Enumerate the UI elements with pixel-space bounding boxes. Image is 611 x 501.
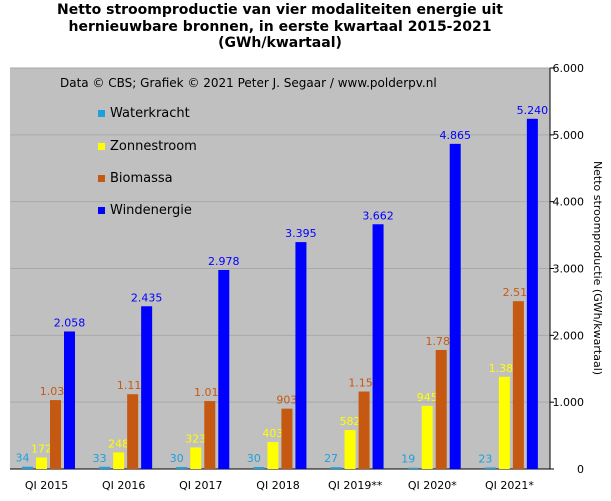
data-label-windenergie-5: 4.865 (439, 129, 471, 142)
legend-swatch-biomassa (98, 175, 105, 182)
y-tick-label: 0 (577, 463, 584, 476)
data-label-waterkracht-4: 27 (324, 452, 338, 465)
data-label-waterkracht-0: 34 (16, 452, 30, 465)
data-label-zonnestroom-2: 323 (185, 432, 206, 445)
x-tick-label: QI 2017 (179, 479, 222, 492)
data-label-waterkracht-6: 23 (478, 452, 492, 465)
x-tick-label: QI 2019** (328, 479, 383, 492)
bar-biomassa-1 (127, 394, 139, 469)
bar-waterkracht-2 (176, 466, 188, 469)
bar-zonnestroom-1 (113, 452, 125, 469)
bar-zonnestroom-6 (498, 376, 510, 469)
y-tick-label: 6.000 (553, 62, 585, 75)
bar-windenergie-2 (218, 269, 230, 469)
data-label-windenergie-1: 2.435 (131, 291, 163, 304)
bar-biomassa-3 (281, 408, 293, 469)
data-label-biomassa-4: 1.159 (348, 377, 380, 390)
data-label-biomassa-1: 1.119 (117, 379, 149, 392)
legend-swatch-waterkracht (98, 110, 105, 117)
bar-zonnestroom-5 (421, 405, 433, 469)
data-label-waterkracht-2: 30 (170, 452, 184, 465)
legend-label-zonnestroom: Zonnestroom (110, 139, 197, 154)
y-tick-label: 5.000 (553, 129, 585, 142)
chart-title-line-2: hernieuwbare bronnen, in eerste kwartaal… (68, 18, 492, 35)
bar-biomassa-4 (358, 391, 370, 469)
bar-waterkracht-4 (330, 467, 342, 469)
x-tick-label: QI 2021* (485, 479, 534, 492)
data-label-biomassa-5: 1.781 (425, 335, 457, 348)
x-tick-label: QI 2016 (102, 479, 145, 492)
bar-zonnestroom-2 (190, 447, 202, 469)
bar-waterkracht-1 (99, 466, 111, 469)
data-label-biomassa-0: 1.031 (40, 385, 72, 398)
y-tick-label: 3.000 (553, 263, 585, 276)
bar-waterkracht-5 (407, 467, 419, 469)
bar-biomassa-2 (204, 401, 216, 469)
chart-credit: Data © CBS; Grafiek © 2021 Peter J. Sega… (60, 76, 437, 90)
bar-windenergie-4 (372, 224, 384, 469)
data-label-windenergie-6: 5.240 (517, 104, 549, 117)
data-label-windenergie-2: 2.978 (208, 255, 240, 268)
data-label-windenergie-4: 3.662 (362, 209, 394, 222)
x-tick-label: QI 2015 (25, 479, 68, 492)
y-axis-title: Netto stroomproductie (GWh/kwartaal) (591, 161, 604, 375)
y-tick-label: 4.000 (553, 196, 585, 209)
data-label-waterkracht-1: 33 (93, 452, 107, 465)
chart-title: Netto stroomproductie van vier modalitei… (0, 2, 560, 52)
chart-title-line-3: (GWh/kwartaal) (218, 35, 342, 51)
data-label-zonnestroom-5: 945 (417, 391, 438, 404)
bar-zonnestroom-4 (344, 430, 356, 469)
data-label-zonnestroom-0: 172 (31, 443, 52, 456)
chart-title-line-1: Netto stroomproductie van vier modalitei… (57, 2, 503, 18)
bar-windenergie-0 (64, 331, 75, 469)
data-label-windenergie-0: 2.058 (54, 316, 86, 329)
bar-windenergie-5 (449, 143, 461, 469)
bar-biomassa-5 (435, 349, 447, 469)
data-label-biomassa-2: 1.017 (194, 386, 226, 399)
data-label-biomassa-3: 903 (276, 394, 297, 407)
legend-label-waterkracht: Waterkracht (110, 106, 190, 121)
bar-biomassa-0 (50, 400, 61, 469)
bar-zonnestroom-0 (36, 457, 47, 469)
x-tick-label: QI 2020* (408, 479, 457, 492)
legend-swatch-zonnestroom (98, 143, 105, 150)
legend-label-biomassa: Biomassa (110, 171, 173, 186)
data-label-biomassa-6: 2.511 (503, 286, 535, 299)
legend-swatch-windenergie (98, 207, 105, 214)
data-label-waterkracht-5: 19 (401, 453, 415, 466)
data-label-waterkracht-3: 30 (247, 452, 261, 465)
bar-windenergie-1 (141, 306, 153, 469)
data-label-zonnestroom-4: 582 (340, 415, 361, 428)
y-tick-label: 2.000 (553, 329, 585, 342)
legend-label-windenergie: Windenergie (110, 203, 192, 218)
data-label-zonnestroom-6: 1.380 (489, 362, 521, 375)
data-label-zonnestroom-3: 403 (262, 427, 283, 440)
bar-waterkracht-3 (253, 466, 265, 469)
data-label-windenergie-3: 3.395 (285, 227, 317, 240)
bar-waterkracht-0 (22, 466, 33, 469)
bar-zonnestroom-3 (267, 442, 279, 469)
bar-biomassa-6 (512, 301, 524, 469)
bar-windenergie-6 (526, 118, 538, 469)
bar-waterkracht-6 (484, 467, 496, 469)
y-tick-label: 1.000 (553, 396, 585, 409)
x-tick-label: QI 2018 (256, 479, 299, 492)
bar-windenergie-3 (295, 242, 307, 469)
data-label-zonnestroom-1: 248 (108, 437, 129, 450)
